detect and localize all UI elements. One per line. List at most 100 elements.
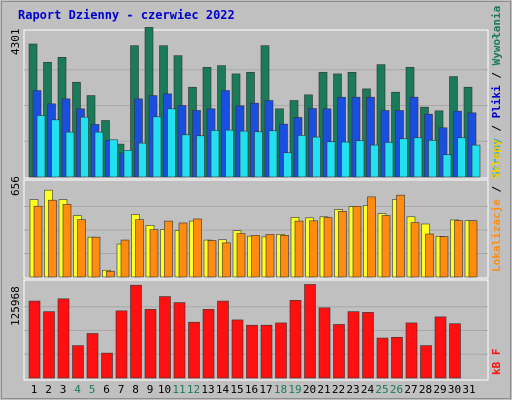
- legend-sites: Lokalizacje: [490, 199, 503, 272]
- day-label-25: 25: [375, 383, 388, 396]
- day-label-30: 30: [448, 383, 461, 396]
- bar-mid-lokalizacje-day-7: [120, 239, 130, 278]
- bar-top-strony-day-2: [51, 119, 60, 178]
- day-label-26: 26: [390, 383, 403, 396]
- bar-top-strony-day-17: [268, 130, 278, 178]
- bar-bot-kbf-day-22: [333, 324, 345, 379]
- day-label-7: 7: [118, 383, 125, 396]
- bar-bot-kbf-day-14: [217, 300, 229, 379]
- bar-mid-lokalizacje-day-2: [48, 199, 57, 278]
- bar-mid-lokalizacje-day-26: [396, 194, 405, 278]
- bar-top-strony-day-1: [36, 115, 46, 178]
- day-label-16: 16: [245, 383, 258, 396]
- bar-bot-kbf-day-6: [101, 352, 113, 379]
- bar-mid-lokalizacje-day-11: [178, 222, 188, 278]
- bar-mid-lokalizacje-day-29: [439, 236, 449, 278]
- day-label-12: 12: [187, 383, 200, 396]
- day-label-31: 31: [462, 383, 475, 396]
- legend-bot: kB F: [490, 349, 503, 376]
- legend-files: Pliki: [490, 85, 503, 118]
- ymax-top-label: 4301: [9, 29, 22, 56]
- bar-bot-kbf-day-29: [434, 316, 447, 379]
- bar-top-strony-day-18: [283, 152, 292, 178]
- day-label-2: 2: [45, 383, 52, 396]
- bar-mid-lokalizacje-day-15: [236, 233, 246, 278]
- bar-top-strony-day-19: [297, 135, 307, 178]
- bar-top-strony-day-5: [94, 131, 104, 178]
- bar-top-strony-day-27: [413, 137, 423, 178]
- bar-bot-kbf-day-30: [449, 323, 461, 379]
- bar-mid-lokalizacje-day-3: [62, 204, 72, 278]
- bar-top-strony-day-26: [399, 138, 408, 178]
- day-label-23: 23: [346, 383, 359, 396]
- bar-bot-kbf-day-2: [43, 311, 55, 379]
- bar-top-strony-day-9: [152, 116, 162, 178]
- bar-top-strony-day-25: [384, 142, 394, 178]
- bar-mid-lokalizacje-day-17: [265, 234, 275, 278]
- day-label-20: 20: [303, 383, 316, 396]
- bar-mid-lokalizacje-day-5: [91, 236, 101, 278]
- day-label-19: 19: [288, 383, 301, 396]
- bar-top-strony-day-8: [138, 142, 147, 178]
- bar-bot-kbf-day-23: [347, 311, 360, 379]
- bar-top-strony-day-29: [442, 154, 452, 178]
- bar-top-strony-day-6: [109, 139, 118, 178]
- bar-mid-lokalizacje-day-25: [381, 215, 391, 278]
- bar-mid-lokalizacje-day-19: [294, 220, 304, 278]
- chart-title: Raport Dzienny - czerwiec 2022: [18, 8, 235, 22]
- bar-mid-lokalizacje-day-13: [207, 240, 217, 278]
- bar-bot-kbf-day-20: [304, 284, 316, 379]
- bar-bot-kbf-day-21: [318, 307, 331, 379]
- bar-bot-kbf-day-12: [188, 321, 200, 379]
- bar-bot-kbf-day-8: [130, 284, 142, 379]
- bar-top-strony-day-15: [239, 130, 249, 178]
- day-label-27: 27: [404, 383, 417, 396]
- bar-mid-lokalizacje-day-4: [77, 219, 86, 278]
- bar-bot-kbf-day-10: [159, 296, 171, 379]
- day-label-10: 10: [158, 383, 171, 396]
- legend-top: Strony / Pliki / Wywołania: [490, 6, 503, 178]
- bar-top-strony-day-31: [471, 144, 481, 178]
- bar-top-strony-day-21: [326, 141, 336, 178]
- bar-mid-lokalizacje-day-31: [468, 220, 478, 278]
- day-label-28: 28: [419, 383, 432, 396]
- ymax-mid-label: 656: [9, 176, 22, 196]
- day-label-5: 5: [89, 383, 96, 396]
- bar-bot-kbf-day-16: [246, 324, 258, 379]
- day-label-8: 8: [132, 383, 139, 396]
- bar-bot-kbf-day-25: [376, 337, 389, 379]
- bar-top-strony-day-11: [181, 134, 191, 178]
- bar-top-strony-day-16: [254, 131, 263, 178]
- bar-bot-kbf-day-17: [260, 324, 273, 379]
- bar-mid-lokalizacje-day-21: [323, 217, 333, 278]
- bar-mid-lokalizacje-day-24: [367, 196, 376, 278]
- day-label-3: 3: [60, 383, 67, 396]
- bar-mid-lokalizacje-day-9: [149, 229, 159, 278]
- day-label-11: 11: [172, 383, 185, 396]
- legend-hits: Strony: [490, 138, 503, 178]
- bar-bot-kbf-day-4: [72, 345, 84, 379]
- bar-bot-kbf-day-3: [57, 298, 70, 379]
- day-label-9: 9: [147, 383, 154, 396]
- bar-mid-lokalizacje-day-10: [164, 220, 173, 278]
- bar-bot-kbf-day-11: [173, 302, 186, 379]
- bar-bot-kbf-day-18: [275, 322, 287, 379]
- bar-bot-kbf-day-28: [420, 345, 432, 379]
- day-label-1: 1: [31, 383, 38, 396]
- day-label-4: 4: [74, 383, 81, 396]
- bar-bot-kbf-day-9: [144, 309, 157, 379]
- day-label-15: 15: [230, 383, 243, 396]
- bar-top-strony-day-24: [370, 144, 379, 178]
- bar-top-strony-day-28: [428, 140, 437, 178]
- day-label-17: 17: [259, 383, 272, 396]
- chart-panels: [23, 27, 489, 381]
- day-label-14: 14: [216, 383, 230, 396]
- legend-visits: Sklepy: [490, 139, 503, 179]
- bar-mid-lokalizacje-day-22: [338, 211, 347, 278]
- bar-mid-lokalizacje-day-28: [425, 233, 434, 278]
- day-label-29: 29: [433, 383, 446, 396]
- bar-mid-lokalizacje-day-1: [33, 205, 43, 278]
- bar-mid-lokalizacje-day-23: [352, 206, 362, 278]
- panel-top: [23, 29, 489, 179]
